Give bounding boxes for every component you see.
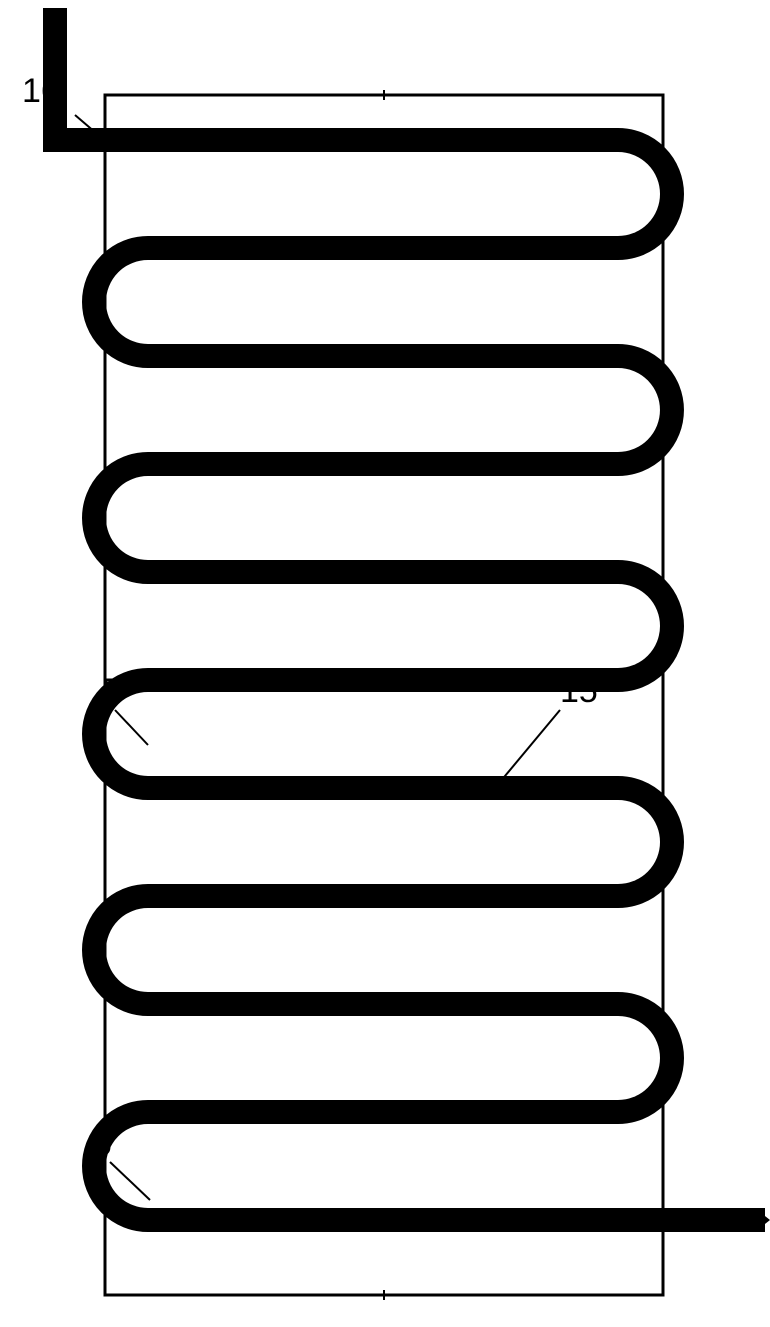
label-5: 5 <box>102 672 121 711</box>
label-6: 6 <box>93 1125 112 1164</box>
serpentine-pipe <box>55 8 765 1220</box>
label-15: 15 <box>560 672 598 711</box>
diagram-svg <box>0 0 770 1327</box>
leader-5 <box>115 710 148 745</box>
label-16: 16 <box>22 72 60 111</box>
